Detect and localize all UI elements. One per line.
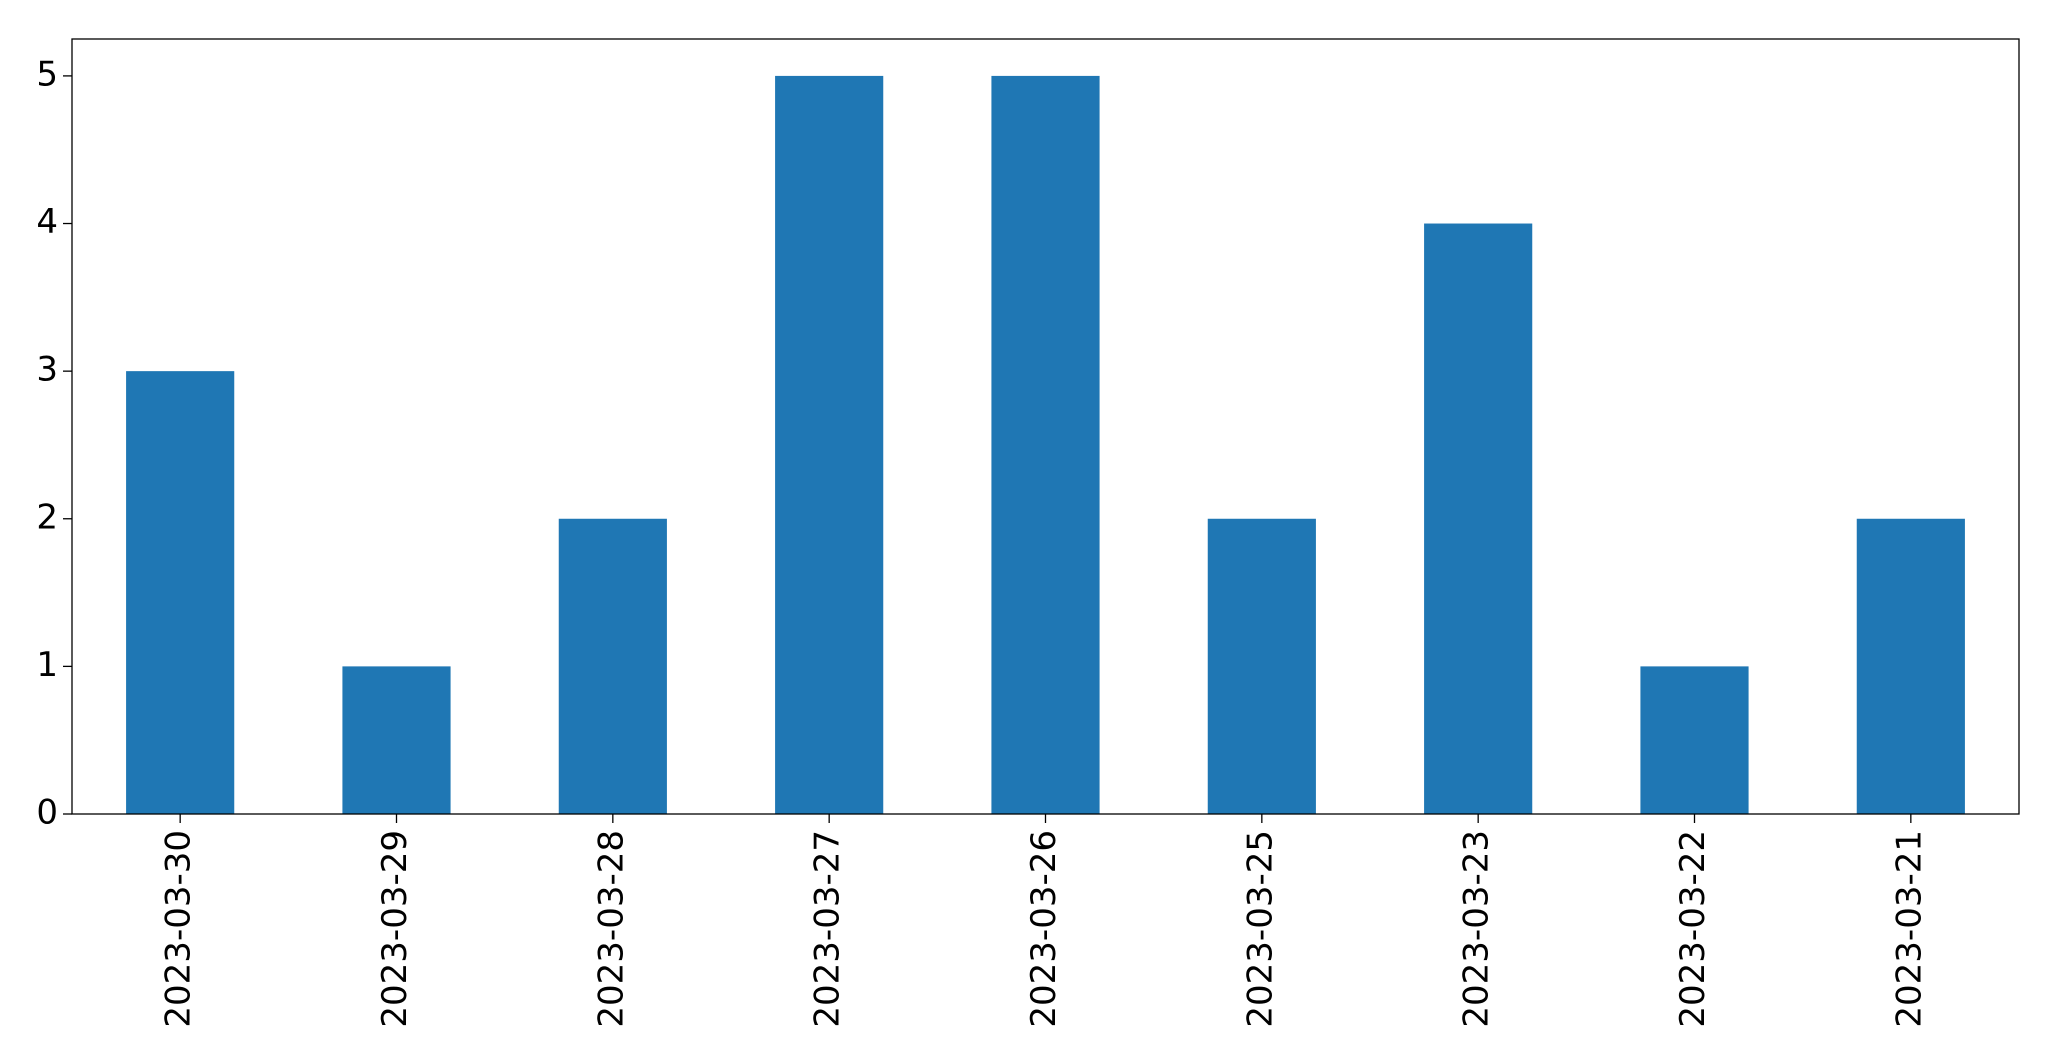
bar [558, 518, 667, 814]
bar [1640, 666, 1749, 814]
x-tick-label: 2023-03-26 [1024, 830, 1064, 1028]
axes-frame [71, 38, 2020, 815]
y-tick-label: 2 [36, 497, 58, 537]
x-tick-label: 2023-03-29 [375, 830, 415, 1028]
y-tick-label: 1 [36, 645, 58, 685]
x-tick-label: 2023-03-21 [1889, 830, 1929, 1028]
x-tick-label: 2023-03-23 [1457, 830, 1497, 1028]
bar [1856, 518, 1965, 814]
x-tick-label: 2023-03-28 [591, 830, 631, 1028]
x-tick-label: 2023-03-22 [1673, 830, 1713, 1028]
x-tick-label: 2023-03-25 [1240, 830, 1280, 1028]
y-tick-label: 4 [36, 202, 58, 242]
y-tick-label: 5 [36, 54, 58, 94]
bar [991, 75, 1100, 814]
bar [1207, 518, 1316, 814]
bar [126, 371, 235, 814]
y-tick-label: 3 [36, 350, 58, 390]
bar [342, 666, 451, 814]
x-tick-label: 2023-03-30 [159, 830, 199, 1028]
x-tick-label: 2023-03-27 [808, 830, 848, 1028]
bar [775, 75, 884, 814]
y-tick-label: 0 [36, 793, 58, 833]
bar [1424, 223, 1533, 814]
